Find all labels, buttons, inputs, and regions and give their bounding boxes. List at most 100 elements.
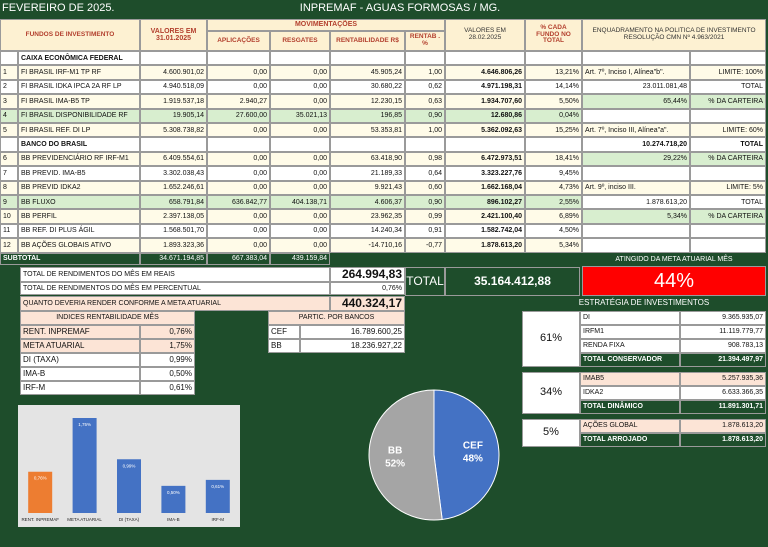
bar-value-label: 0,76% [34, 476, 47, 481]
bar-value-label: 0,50% [167, 490, 180, 495]
table-cell: 0,00 [207, 79, 270, 95]
fund-name: BB PREVID. IMA-B5 [18, 166, 140, 181]
table-cell [690, 51, 766, 66]
table-cell [582, 51, 690, 66]
strategy-item: AÇÕES GLOBAL [580, 419, 680, 433]
report-date: FEVEREIRO DE 2025. [0, 0, 200, 18]
table-cell [525, 51, 582, 66]
bar-value-label: 0,61% [211, 484, 224, 489]
table-cell: 19.905,14 [140, 108, 207, 123]
index-value: 0,61% [140, 381, 195, 395]
table-title: ESTRATÉGIA DE INVESTIMENTOS [520, 296, 768, 311]
column-header: VALORES EM 28.02.2025 [445, 19, 525, 51]
table-cell: 1.934.707,60 [445, 94, 525, 109]
table-cell: 1,00 [405, 65, 445, 80]
subtotal-value: 667.383,04 [207, 252, 270, 265]
table-cell: 6.409.554,61 [140, 151, 207, 167]
table-cell: 3.323.227,76 [445, 166, 525, 181]
table-cell: 2 [0, 79, 18, 95]
table-cell: 23.011.081,48 [582, 79, 690, 95]
strategy-value: 11.119.779,77 [680, 325, 766, 339]
table-cell [140, 51, 207, 66]
table-cell [582, 166, 690, 181]
summary-label: TOTAL DE RENDIMENTOS DO MÊS EM REAIS [20, 267, 330, 282]
table-cell: 0,00 [270, 151, 330, 167]
table-cell [525, 137, 582, 152]
bar-value-label: 0,99% [123, 463, 136, 468]
fund-name: CAIXA ECONÔMICA FEDERAL [18, 51, 140, 66]
slice-value: 52% [385, 458, 405, 469]
table-cell: 1.878.613,20 [445, 238, 525, 253]
table-cell [140, 137, 207, 152]
column-header: RESGATES [270, 31, 330, 51]
table-cell: 0,00 [270, 94, 330, 109]
table-cell: Art. 7º, Inciso III, Alínea"a". [582, 123, 690, 138]
table-cell: 658.791,84 [140, 195, 207, 210]
table-cell: 6 [0, 151, 18, 167]
table-cell: TOTAL [690, 137, 766, 152]
index-value: 1,75% [140, 339, 195, 353]
summary-value: 0,76% [330, 282, 405, 295]
table-cell: 5,50% [525, 94, 582, 109]
table-cell: 0,04% [525, 108, 582, 123]
table-cell: 14.240,34 [330, 223, 405, 239]
bar [205, 479, 230, 513]
table-cell: -0,77 [405, 238, 445, 253]
table-cell: Art. 7º, Inciso I, Alínea"b". [582, 65, 690, 80]
summary-label: TOTAL DE RENDIMENTOS DO MÊS EM PERCENTUA… [20, 282, 330, 295]
column-header: VALORES EM 31.01.2025 [140, 19, 207, 51]
table-cell: 0,98 [405, 151, 445, 167]
table-cell [405, 51, 445, 66]
fund-name: BB REF. DI PLUS ÁGIL [18, 223, 140, 239]
bank-name: BB [268, 339, 300, 353]
column-header: RENTAB . % [405, 31, 445, 51]
table-cell: 0,63 [405, 94, 445, 109]
strategy-item: RENDA FIXA [580, 339, 680, 353]
strategy-total-value: 21.394.497,97 [680, 353, 766, 367]
fund-name: BANCO DO BRASIL [18, 137, 140, 152]
table-cell: 0,62 [405, 79, 445, 95]
table-cell: TOTAL [690, 79, 766, 95]
index-name: IMA-B [20, 367, 140, 381]
table-cell: 30.680,22 [330, 79, 405, 95]
bar [161, 485, 186, 513]
table-cell [0, 137, 18, 152]
table-cell: 13,21% [525, 65, 582, 80]
strategy-total-label: TOTAL CONSERVADOR [580, 353, 680, 367]
table-cell: 896.102,27 [445, 195, 525, 210]
index-name: IRF-M [20, 381, 140, 395]
table-cell: % DA CARTEIRA [690, 151, 766, 167]
table-cell: 0,00 [270, 238, 330, 253]
table-cell: 0,00 [270, 123, 330, 138]
table-cell: 27.600,00 [207, 108, 270, 123]
table-cell: 45.905,24 [330, 65, 405, 80]
table-cell: 3 [0, 94, 18, 109]
table-cell: % DA CARTEIRA [690, 94, 766, 109]
column-header: % CADA FUNDO NO TOTAL [525, 19, 582, 51]
fund-name: BB PREVID IDKA2 [18, 180, 140, 195]
table-cell: 12.680,86 [445, 108, 525, 123]
table-title: INDICES RENTABILIDADE MÊS [20, 311, 195, 325]
table-cell [207, 137, 270, 152]
table-cell: 18,41% [525, 151, 582, 167]
subtotal-value: 439.159,84 [270, 252, 330, 265]
table-cell: 4.971.198,31 [445, 79, 525, 95]
table-cell: 7 [0, 166, 18, 181]
table-cell: 4 [0, 108, 18, 123]
table-cell: 4.646.806,26 [445, 65, 525, 80]
table-cell: 0,00 [270, 180, 330, 195]
table-cell: 4.600.901,02 [140, 65, 207, 80]
fund-name: FI BRASIL REF. DI LP [18, 123, 140, 138]
column-header: RENTABILIDADE R$ [330, 31, 405, 51]
index-name: RENT. INPREMAF [20, 325, 140, 339]
table-cell: 29,22% [582, 151, 690, 167]
table-cell: 0,00 [207, 166, 270, 181]
table-cell: 6.472.973,51 [445, 151, 525, 167]
slice-label: CEF [463, 441, 483, 452]
table-cell [690, 166, 766, 181]
index-name: DI (TAXA) [20, 353, 140, 367]
table-cell: 0,00 [270, 209, 330, 224]
table-cell: 9,45% [525, 166, 582, 181]
goal-value: 44% [582, 266, 766, 296]
